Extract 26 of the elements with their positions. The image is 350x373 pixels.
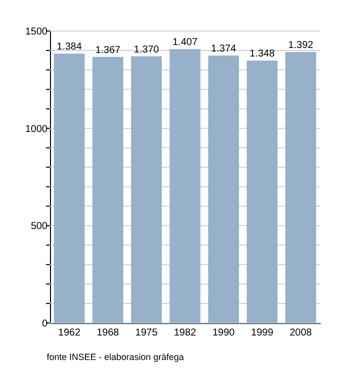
x-tick-label: 1982 (174, 328, 197, 338)
data-label: 1.392 (288, 40, 314, 52)
x-tick-label: 2008 (290, 328, 312, 338)
x-tick-label: 1962 (58, 328, 81, 338)
data-label: 1.374 (211, 44, 237, 55)
y-tick-label: 1000 (25, 124, 48, 135)
bar (170, 49, 200, 323)
source-note: fonte INSEE - elaborasion gràfega (46, 352, 184, 362)
x-tick-label: 1999 (251, 328, 274, 338)
data-label: 1.367 (95, 44, 121, 56)
bar (92, 56, 124, 323)
x-tick-label: 1975 (135, 328, 158, 338)
y-tick-label: 1500 (25, 26, 48, 38)
bar (208, 56, 239, 323)
bar (131, 56, 162, 323)
y-tick-label: 500 (30, 221, 48, 232)
x-tick-label: 1968 (96, 328, 120, 338)
bar (285, 52, 316, 323)
x-tick-label: 1990 (212, 328, 236, 338)
data-label: 1.384 (56, 42, 82, 53)
data-label: 1.407 (172, 37, 198, 48)
data-label: 1.370 (134, 44, 160, 56)
bar (54, 54, 85, 323)
data-label: 1.348 (250, 48, 276, 60)
bar (246, 60, 278, 323)
y-tick-label: 0 (42, 318, 48, 330)
